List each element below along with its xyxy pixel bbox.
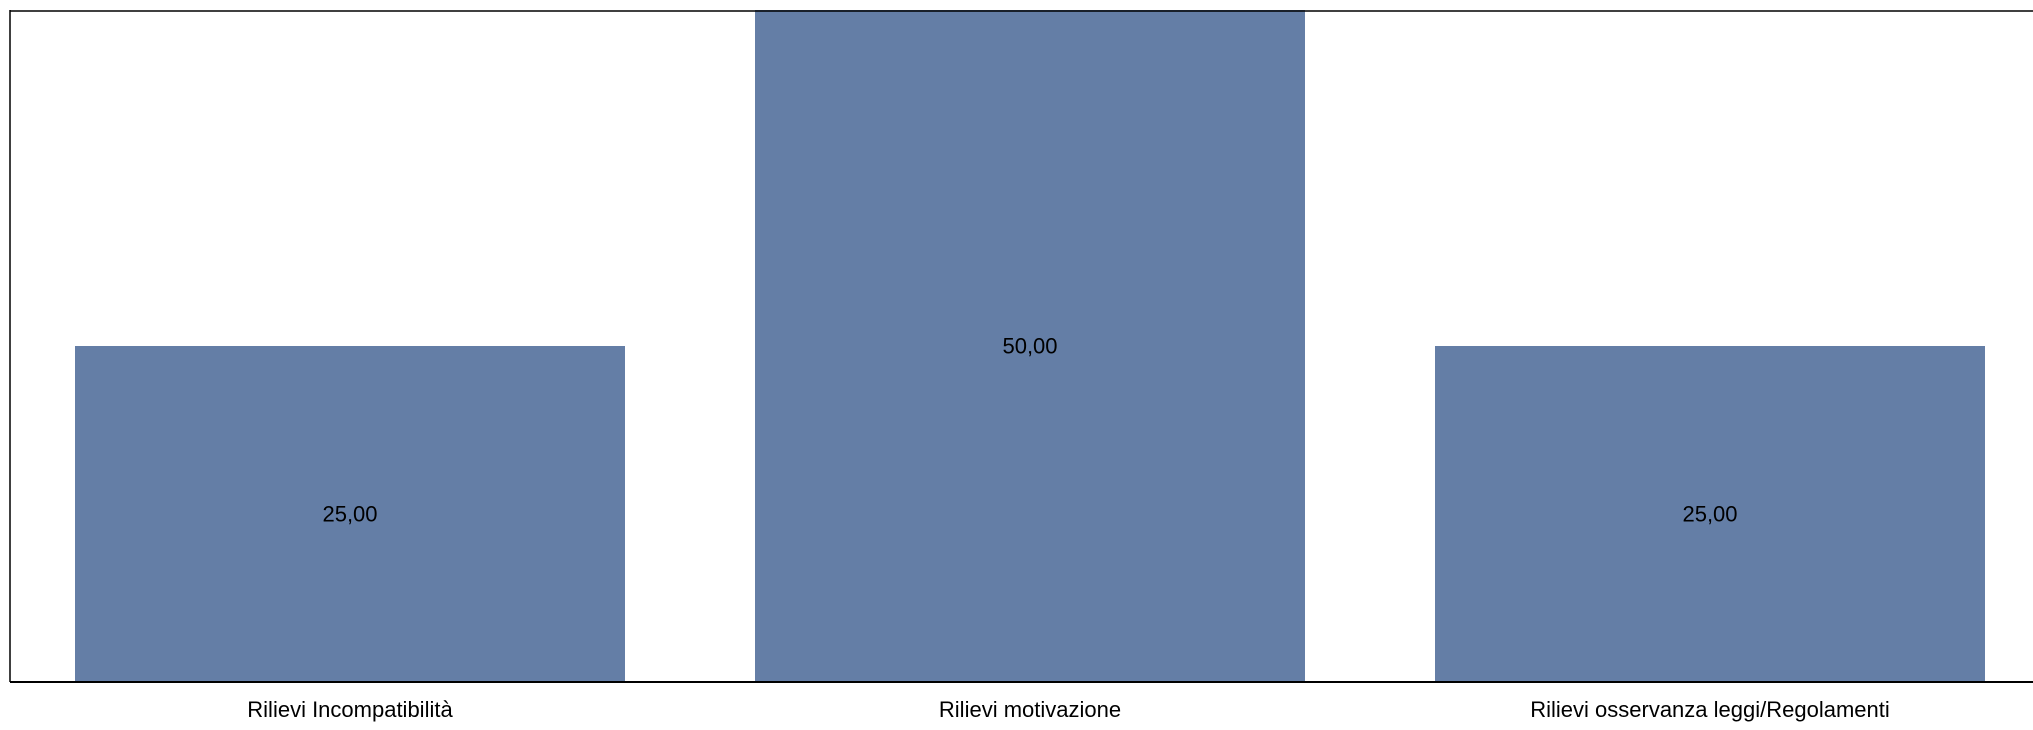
bar-3 <box>1435 346 1985 682</box>
bar-value-label-1: 25,00 <box>322 502 377 527</box>
bars-group <box>75 10 1985 682</box>
category-labels-group: Rilievi Incompatibilità Rilievi motivazio… <box>247 697 1889 722</box>
bar-1 <box>75 346 625 682</box>
bar-value-label-3: 25,00 <box>1682 502 1737 527</box>
bar-2 <box>755 10 1305 682</box>
bar-value-label-2: 50,00 <box>1002 334 1057 359</box>
category-label-3: Rilievi osservanza leggi/Regolamenti <box>1530 697 1890 722</box>
category-label-1: Rilievi Incompatibilità <box>247 697 453 722</box>
value-labels-group: 25,00 50,00 25,00 <box>322 334 1737 527</box>
category-label-2: Rilievi motivazione <box>939 697 1121 722</box>
